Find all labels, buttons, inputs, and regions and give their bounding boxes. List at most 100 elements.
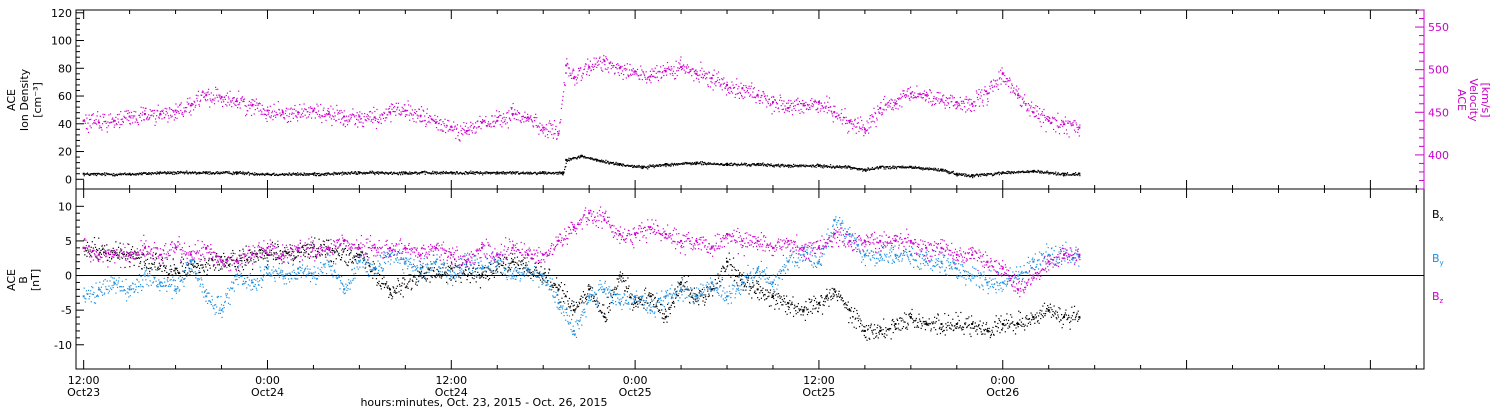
p0-s0-sample	[884, 166, 886, 168]
p0-s0-sample	[754, 164, 757, 166]
p1-s0-sample	[298, 251, 300, 254]
p0-s0-sample	[354, 171, 357, 173]
p0-s1-sample	[388, 111, 390, 113]
p0-s0-sample	[308, 173, 311, 175]
p0-s1-sample	[159, 111, 161, 113]
p1-s0-sample	[282, 251, 284, 253]
p0-s1-sample	[974, 101, 976, 103]
p0-s1-sample	[485, 124, 487, 127]
p0-s0-sample	[336, 173, 338, 175]
p1-s0-sample	[530, 271, 532, 274]
p0-s0-sample	[479, 171, 482, 173]
p0-s1-sample	[651, 68, 653, 70]
p1-s0-sample	[87, 249, 89, 251]
p0-s0-sample	[559, 171, 561, 173]
p0-s1-sample	[645, 71, 647, 73]
p0-s1-sample	[1063, 121, 1065, 123]
p0-s0-sample	[476, 172, 478, 174]
p0-s1-sample	[507, 127, 509, 129]
p0-s0-sample	[145, 172, 147, 174]
p0-s0-sample	[732, 163, 734, 165]
p0-s0-sample	[611, 162, 613, 164]
p0-s0-sample	[511, 173, 513, 175]
p0-s1-sample	[728, 86, 730, 89]
p0-s1-sample	[164, 116, 166, 119]
p0-s1-sample	[1073, 120, 1075, 122]
p0-s0-sample	[449, 172, 451, 174]
p0-s0-sample	[248, 171, 250, 174]
p0-s0-sample	[366, 172, 368, 175]
p0-s1-sample	[546, 129, 548, 131]
p0-s1-sample	[266, 120, 268, 123]
p0-s1-sample	[804, 104, 806, 106]
p0-s0-sample	[912, 166, 914, 168]
p0-s1-sample	[431, 119, 433, 121]
p1-s0-sample	[509, 268, 512, 271]
p0-s1-sample	[1031, 110, 1033, 113]
p0-s0-sample	[778, 165, 780, 167]
p0-s0-sample	[699, 162, 701, 164]
p0-s0-sample	[322, 173, 324, 175]
p0-s1-sample	[722, 83, 724, 85]
p1-s0-sample	[127, 258, 129, 260]
p0-s0-sample	[543, 173, 545, 175]
p0-s1-sample	[504, 119, 506, 121]
p0-s0-sample	[466, 173, 468, 175]
p1-s0-sample	[524, 257, 526, 259]
p0-s1-sample	[1038, 117, 1040, 120]
p0-s1-sample	[178, 111, 180, 113]
p0-s1-sample	[631, 70, 633, 72]
p0-s1-sample	[521, 118, 523, 120]
p0-s1-sample	[920, 96, 922, 98]
p0-s1-point-48	[802, 104, 805, 107]
p0-s1-sample	[160, 113, 162, 116]
p0-s0-sample	[882, 165, 884, 168]
p0-s0-sample	[1013, 171, 1016, 173]
p1-s0-sample	[190, 263, 193, 265]
p0-s0-sample	[1040, 170, 1042, 172]
p1-s0-sample	[208, 258, 210, 260]
p0-s0-sample	[728, 164, 730, 166]
p0-s1-sample	[323, 115, 326, 118]
p0-s0-sample	[608, 162, 610, 164]
p0-s0-sample	[672, 165, 675, 167]
p0-s1-sample	[551, 133, 553, 136]
p0-s1-sample	[587, 68, 589, 70]
p0-s0-sample	[595, 158, 597, 160]
p1-s0-sample	[319, 254, 321, 256]
p0-s0-sample	[817, 165, 819, 167]
p0-s1-sample	[928, 97, 930, 100]
p0-s0-sample	[719, 164, 721, 166]
p0-s0-sample	[228, 170, 230, 173]
p0-s1-sample	[118, 113, 120, 115]
p0-s0-sample	[236, 172, 239, 174]
p1-s0-sample	[344, 260, 346, 262]
p0-s0-sample	[648, 166, 650, 168]
p0-s0-sample	[143, 171, 145, 174]
p1-s0-sample	[89, 253, 91, 255]
p0-s0-sample	[225, 172, 227, 174]
p0-s1-sample	[125, 117, 127, 119]
p1-s0-sample	[555, 286, 557, 288]
p1-s0-sample	[186, 264, 188, 266]
p0-s0-sample	[540, 171, 542, 174]
p0-s1-sample	[325, 119, 327, 121]
p0-s1-sample	[876, 117, 878, 119]
p1-s0-point-2	[174, 267, 177, 270]
p0-s1-sample	[402, 110, 404, 112]
p0-s1-sample	[129, 123, 131, 125]
p1-s0-sample	[236, 259, 238, 261]
p0-s1-sample	[279, 115, 282, 117]
p0-s1-sample	[181, 113, 183, 115]
p0-s1-sample	[594, 65, 596, 67]
p0-s1-sample	[404, 104, 406, 106]
p0-s0-sample	[898, 166, 900, 168]
p0-s1-sample	[566, 58, 568, 60]
p0-s0-sample	[726, 162, 728, 164]
p0-s1-sample	[713, 69, 715, 71]
p0-s0-sample	[501, 172, 503, 175]
p0-s1-sample	[210, 92, 212, 94]
p0-s0-sample	[669, 163, 671, 165]
p0-s0-sample	[497, 173, 499, 175]
p0-s1-point-0	[82, 119, 85, 122]
